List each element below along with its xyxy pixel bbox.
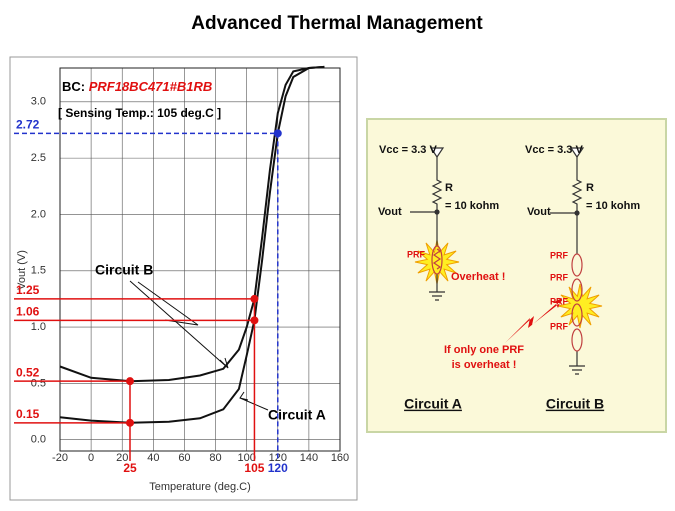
y-tick-label: 0.0 — [31, 434, 46, 446]
marker-x-label: 120 — [268, 461, 288, 475]
r-label: R — [586, 182, 594, 194]
prf — [571, 328, 583, 352]
prf-label: PRF — [407, 249, 426, 259]
annotation-arrows — [129, 280, 269, 411]
marker-x-label: 25 — [123, 461, 137, 475]
x-tick-label: 140 — [300, 452, 318, 464]
part-number: PRF18BC471#B1RB — [89, 79, 213, 94]
plot-area — [59, 67, 341, 452]
x-tick-label: 100 — [237, 452, 255, 464]
x-tick-label: 0 — [88, 452, 94, 464]
series-line — [59, 65, 325, 424]
y-tick-label: 0.5 — [31, 377, 46, 389]
note-line: is overheat ! — [452, 359, 517, 371]
y-tick-label: 2.0 — [31, 208, 46, 220]
x-tick-label: -20 — [52, 452, 68, 464]
marker-y-label: 0.52 — [16, 365, 40, 379]
r-label: R — [445, 182, 453, 194]
marker-y-label: 1.25 — [16, 283, 40, 297]
vout-label: Vout — [527, 206, 551, 218]
prf — [571, 303, 583, 327]
diagram-panel — [366, 118, 667, 433]
subtitle: [ Sensing Temp.: 105 deg.C ] — [58, 106, 221, 120]
overheat-burst — [414, 239, 460, 285]
wire — [410, 157, 445, 301]
x-tick-label: 20 — [116, 452, 128, 464]
y-tick-label: 1.0 — [31, 321, 46, 333]
y-tick-label: 1.5 — [31, 265, 46, 277]
prf — [431, 245, 443, 275]
r-value: = 10 kohm — [445, 200, 499, 212]
vcc-label: Vcc = 3.3 V — [379, 144, 437, 156]
vcc-label: Vcc = 3.3 V — [525, 144, 583, 156]
circuit-caption: Circuit A — [404, 396, 462, 412]
series-label: Circuit A — [268, 407, 326, 423]
prf — [571, 278, 583, 302]
circuit-a — [410, 147, 445, 301]
marker-y-label: 0.15 — [16, 407, 40, 421]
note-line: If only one PRF — [444, 344, 524, 356]
marker-x-label: 105 — [244, 461, 264, 475]
node — [434, 209, 440, 215]
x-axis-label: Temperature (deg.C) — [149, 481, 251, 493]
arrow — [239, 391, 269, 411]
slide-title: Advanced Thermal Management — [191, 13, 483, 34]
prf-label: PRF — [550, 272, 569, 282]
marker-point — [126, 418, 134, 427]
x-tick-label: 40 — [147, 452, 159, 464]
x-tick-label: 160 — [331, 452, 349, 464]
marker-y-label: 1.06 — [16, 305, 40, 319]
marker-y-label: 2.72 — [16, 118, 40, 132]
marker-point — [273, 129, 282, 138]
marker-point — [250, 294, 259, 303]
arrow — [137, 281, 199, 326]
node — [574, 210, 580, 216]
r-value: = 10 kohm — [586, 200, 640, 212]
header: BC: — [62, 79, 89, 94]
pointer-arrow — [505, 298, 562, 343]
prf-zigzag — [432, 248, 442, 270]
x-tick-label: 80 — [209, 452, 221, 464]
vout-label: Vout — [378, 206, 402, 218]
overheat-label: Overheat ! — [451, 271, 505, 283]
circuit-b — [550, 147, 585, 375]
x-tick-label: 60 — [178, 452, 190, 464]
series-label: Circuit B — [95, 262, 153, 278]
marker-point — [126, 377, 134, 386]
chart-frame — [9, 56, 358, 501]
y-tick-label: 2.5 — [31, 152, 46, 164]
arrow — [129, 280, 229, 369]
wire — [550, 157, 585, 375]
y-tick-label: 3.0 — [31, 96, 46, 108]
marker-point — [250, 316, 259, 325]
prf-label: PRF — [550, 296, 569, 306]
prf-label: PRF — [550, 250, 569, 260]
prf-label: PRF — [550, 321, 569, 331]
vcc-symbol — [569, 147, 585, 159]
circuit-caption: Circuit B — [546, 396, 604, 412]
chart-header: BC: PRF18BC471#B1RB — [62, 79, 212, 94]
prf — [571, 253, 583, 277]
vcc-symbol — [429, 147, 445, 159]
series-line — [59, 65, 325, 383]
y-axis-label: Vout (V) — [16, 250, 28, 290]
